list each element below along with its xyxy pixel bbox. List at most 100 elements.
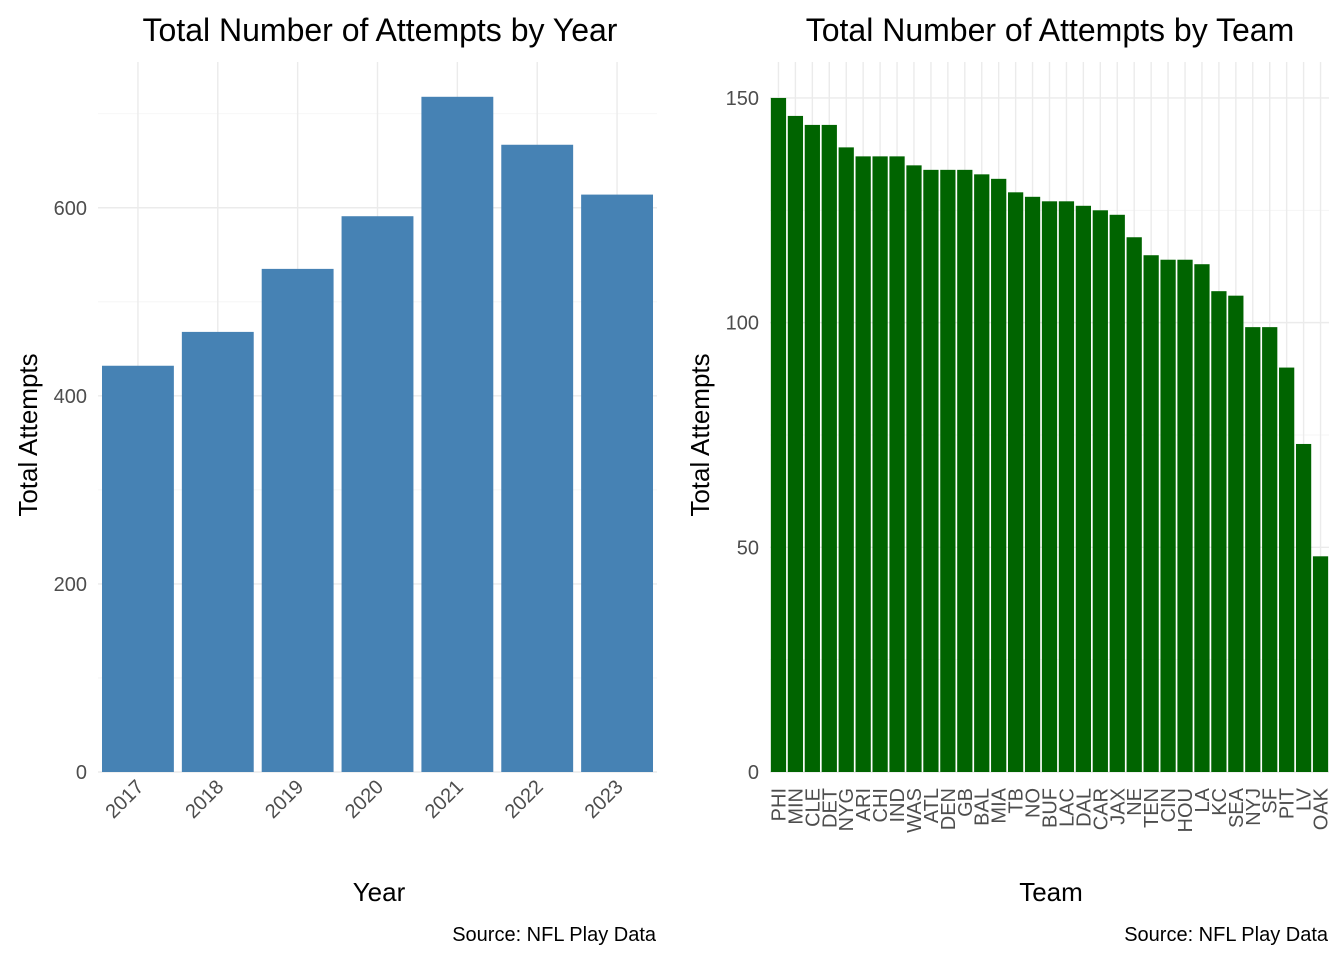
team-x-tick-label: PHI [768, 788, 790, 821]
team-x-tick-label: BAL [972, 788, 994, 826]
year-chart-panel: Total Number of Attempts by Year 0 200 400… [13, 12, 657, 946]
team-x-tick-label: BUF [1040, 788, 1062, 828]
year-chart-title: Total Number of Attempts by Year [143, 12, 618, 48]
team-x-tick-label: TB [1006, 788, 1028, 814]
team-chart-caption: Source: NFL Play Data [1124, 924, 1329, 946]
team-x-tick-label: CAR [1090, 788, 1112, 830]
team-x-tick-label: SEA [1226, 787, 1248, 828]
team-x-tick-label: NE [1124, 788, 1146, 816]
year-bar-2020 [341, 216, 414, 772]
team-bar-min [787, 115, 804, 772]
team-bar-cle [804, 124, 820, 773]
year-bar-2018 [181, 331, 254, 772]
team-x-tick-label: GB [955, 788, 977, 817]
team-bar-nyj [1245, 327, 1261, 772]
year-x-tick-label: 2018 [181, 776, 228, 823]
year-x-tick-label: 2020 [341, 776, 388, 823]
team-x-tick-label: IND [887, 788, 909, 822]
team-bar-chi [872, 156, 888, 773]
team-x-tick-label: NYG [836, 788, 858, 831]
team-x-tick-label: DAL [1073, 788, 1095, 827]
team-bar-nyg [838, 147, 854, 772]
team-bar-la [1194, 264, 1210, 772]
team-x-tick-label: SF [1260, 788, 1282, 814]
team-bar-bal [974, 174, 990, 772]
team-bar-ten [1143, 255, 1159, 772]
year-y-tick-label: 600 [54, 198, 87, 220]
team-x-tick-label: MIN [785, 788, 807, 825]
team-x-tick-label: WAS [904, 788, 926, 833]
team-bar-kc [1211, 291, 1227, 772]
team-bar-phi [770, 97, 787, 773]
team-bar-sea [1228, 295, 1244, 772]
team-x-tick-label: DEN [938, 788, 960, 830]
year-y-tick-label: 200 [54, 574, 87, 596]
team-y-tick-label: 0 [748, 762, 759, 784]
team-bar-oak [1312, 556, 1329, 772]
team-chart-y-axis-title: Total Attempts [685, 353, 715, 516]
team-y-tick-label: 100 [726, 313, 759, 335]
team-bar-tb [1007, 192, 1024, 772]
team-x-tick-label: LAC [1056, 788, 1078, 827]
team-x-tick-label: ATL [921, 788, 943, 823]
year-x-tick-label: 2022 [501, 776, 548, 823]
year-y-tick-label: 400 [54, 386, 87, 408]
team-chart-y-ticks: 0 50 100 150 [726, 88, 759, 784]
team-x-tick-label: CHI [870, 788, 892, 822]
year-chart-x-ticks: 2017 2018 2019 2020 2021 2022 2023 [101, 776, 627, 823]
team-x-tick-label: HOU [1175, 788, 1197, 832]
team-bar-gb [957, 169, 973, 773]
team-bar-ari [855, 156, 871, 773]
team-bar-jax [1109, 214, 1125, 773]
team-bar-buf [1041, 201, 1058, 772]
team-y-tick-label: 150 [726, 88, 759, 110]
year-x-tick-label: 2023 [581, 776, 628, 823]
team-x-tick-label: LV [1294, 787, 1316, 811]
year-y-tick-label: 0 [76, 762, 87, 784]
year-chart-y-axis-title: Total Attempts [13, 353, 43, 516]
year-bar-2017 [101, 365, 174, 772]
year-bar-2019 [261, 268, 334, 772]
team-chart-panel: Total Number of Attempts by Team 0 50 100 1… [685, 12, 1333, 946]
team-bar-det [821, 124, 837, 773]
team-x-tick-label: CIN [1158, 788, 1180, 822]
team-bar-lac [1058, 201, 1075, 772]
year-chart-caption: Source: NFL Play Data [452, 924, 657, 946]
year-x-tick-label: 2021 [421, 776, 468, 823]
team-bar-was [906, 165, 922, 772]
team-x-tick-label: DET [819, 788, 841, 828]
team-x-tick-label: KC [1209, 788, 1231, 816]
team-bar-den [940, 169, 956, 773]
team-chart-x-ticks: PHIMINCLEDETNYGARICHIINDWASATLDENGBBALMI… [768, 787, 1332, 832]
team-x-tick-label: ARI [853, 788, 875, 821]
year-x-tick-label: 2019 [261, 776, 308, 823]
team-chart-bars [770, 97, 1329, 773]
team-x-tick-label: JAX [1107, 788, 1129, 825]
team-bar-lv [1295, 443, 1312, 772]
team-x-tick-label: LA [1192, 787, 1214, 812]
team-bar-ind [889, 156, 905, 773]
team-x-tick-label: NYJ [1243, 788, 1265, 826]
year-chart-x-axis-title: Year [353, 877, 406, 907]
team-y-tick-label: 50 [737, 537, 759, 559]
team-bar-sf [1262, 327, 1278, 772]
team-x-tick-label: OAK [1311, 787, 1333, 830]
team-bar-pit [1279, 367, 1295, 772]
team-bar-ne [1126, 237, 1142, 772]
team-bar-no [1024, 196, 1041, 772]
team-bar-hou [1177, 259, 1193, 772]
team-x-tick-label: MIA [989, 787, 1011, 823]
team-bar-cin [1160, 259, 1176, 772]
team-chart-x-axis-title: Team [1019, 877, 1083, 907]
team-bar-mia [991, 178, 1007, 772]
team-bar-car [1092, 210, 1108, 772]
year-bar-2023 [581, 194, 654, 773]
year-bar-2021 [421, 96, 494, 773]
team-x-tick-label: TEN [1141, 788, 1163, 828]
year-x-tick-label: 2017 [101, 776, 148, 823]
team-x-tick-label: CLE [802, 788, 824, 827]
team-x-tick-label: NO [1023, 788, 1045, 818]
year-chart-bars [101, 96, 654, 773]
team-x-tick-label: PIT [1277, 788, 1299, 819]
